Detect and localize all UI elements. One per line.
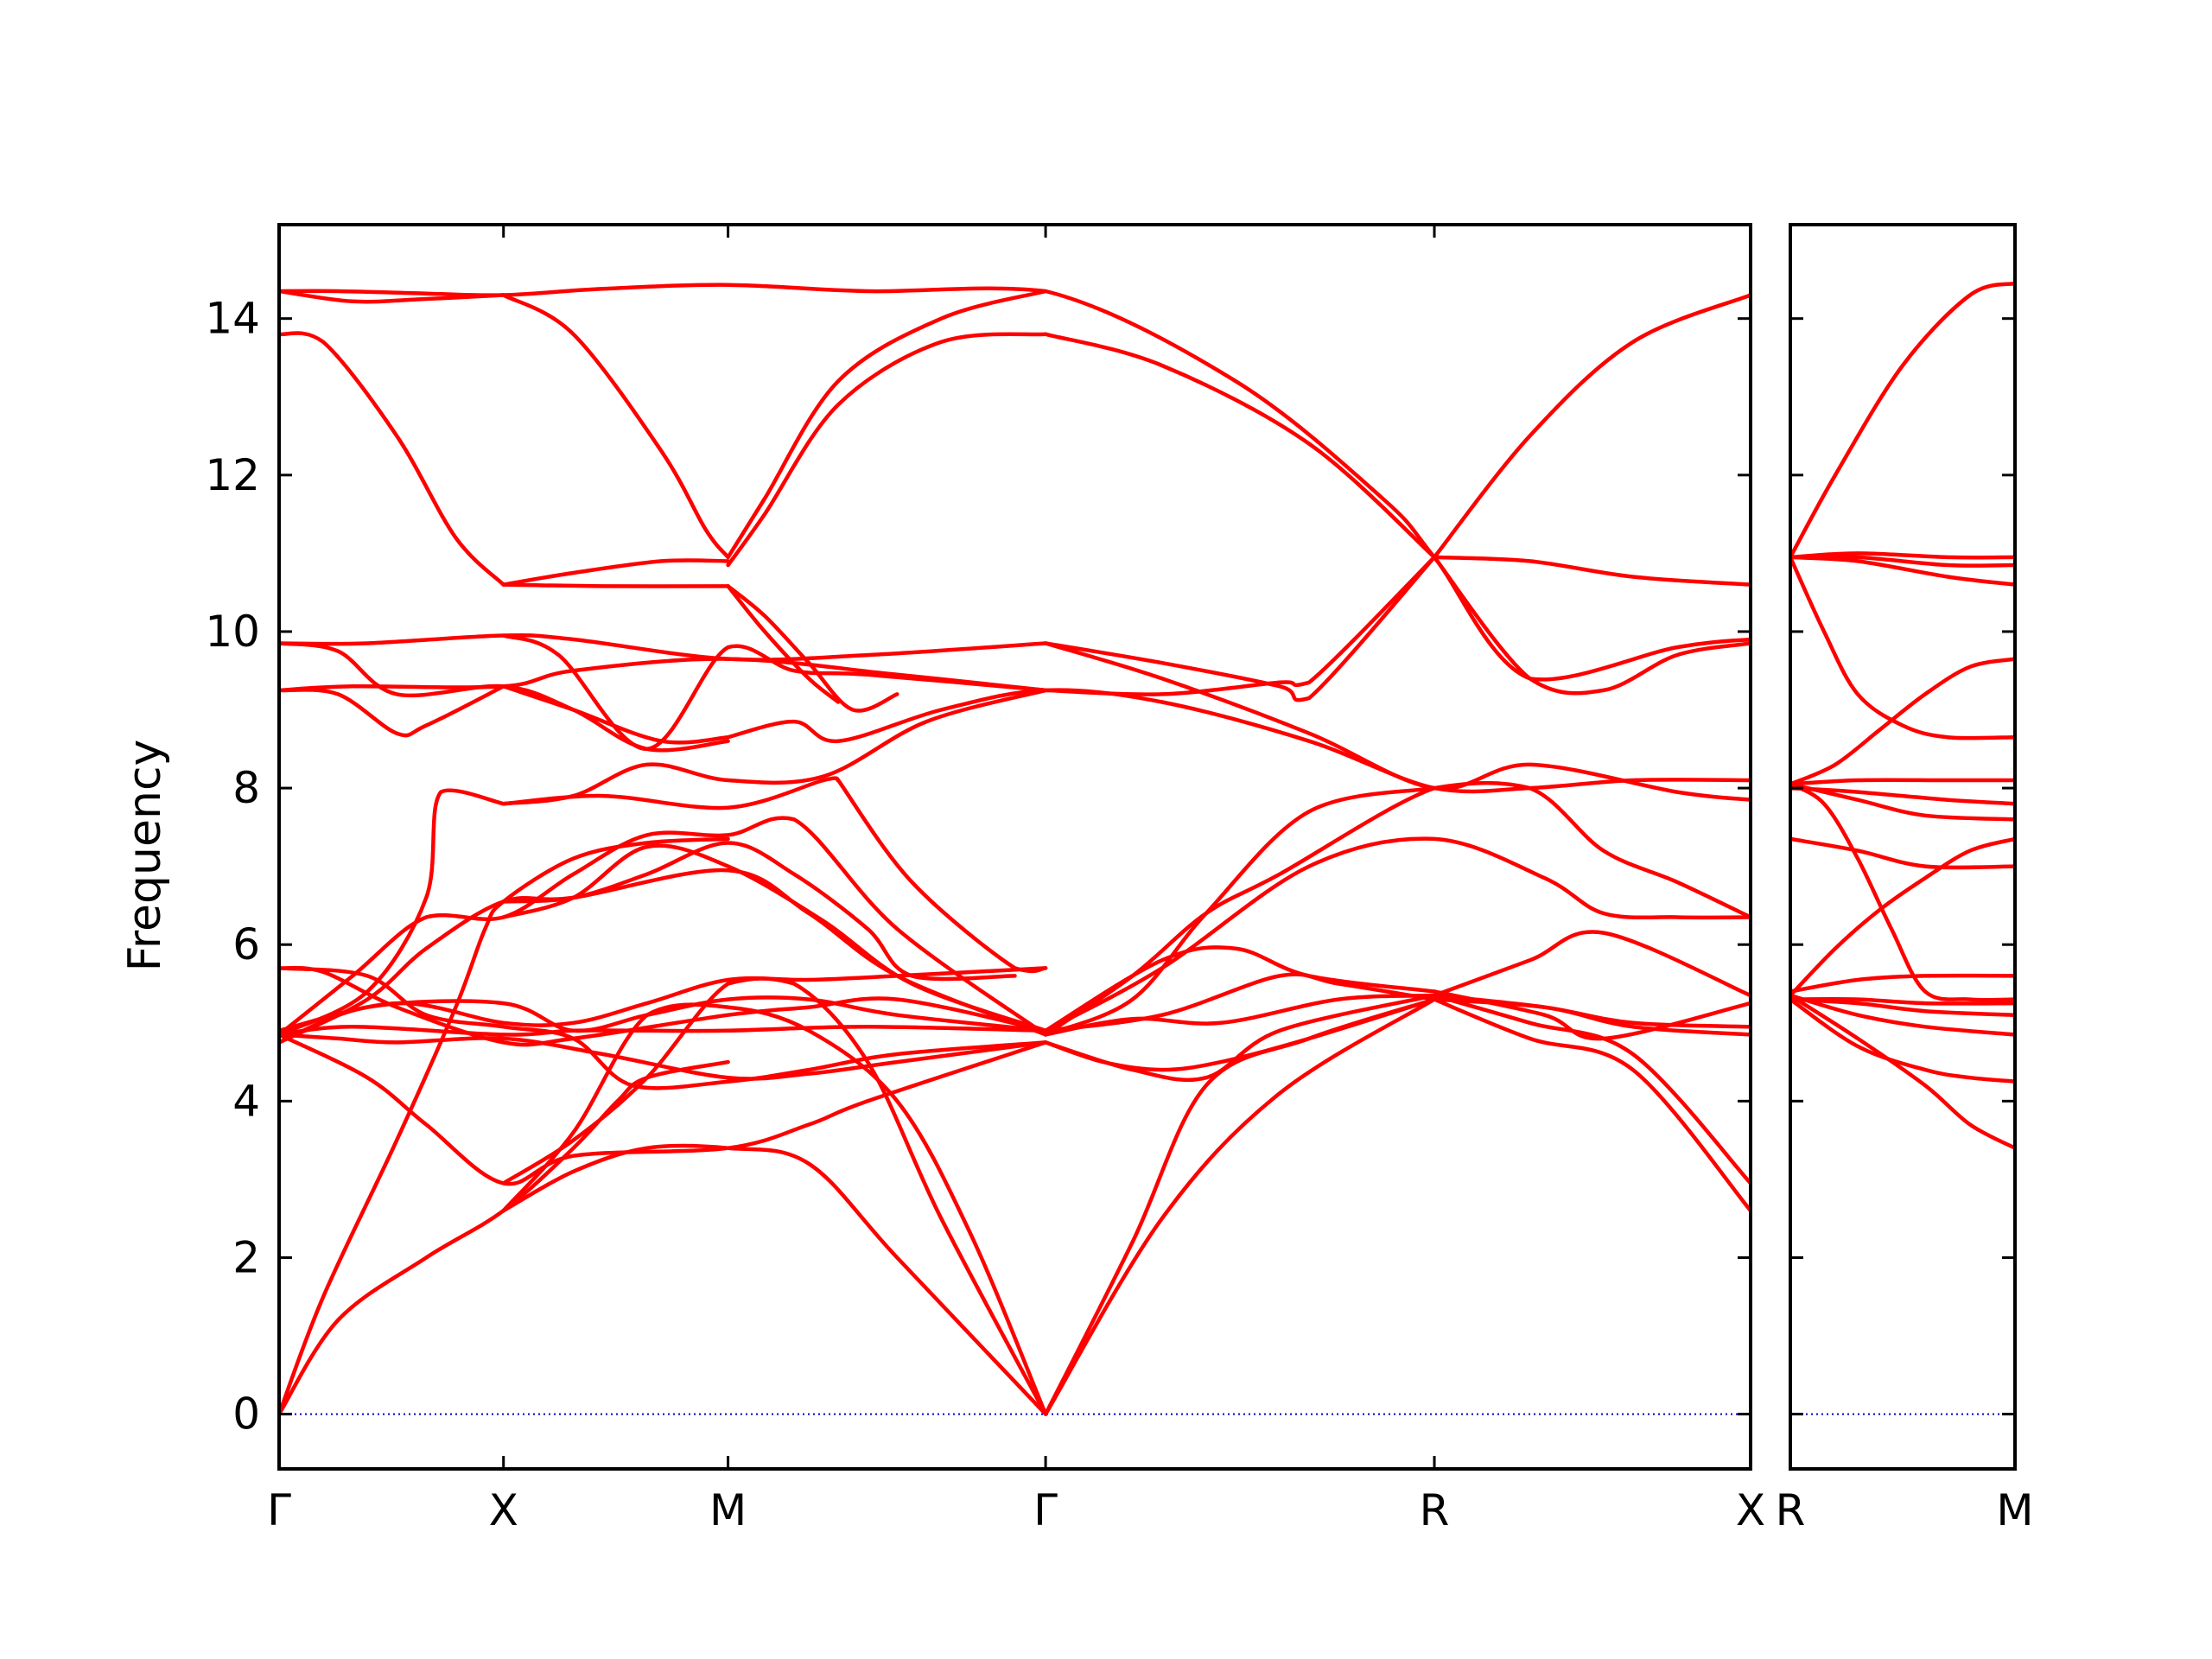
- x-tick-label: R: [1420, 1485, 1450, 1535]
- band-line: [1432, 293, 1751, 560]
- band-line: [501, 293, 730, 560]
- band-line: [1432, 993, 1751, 1185]
- band-line: [1790, 555, 2015, 587]
- band-line: [1043, 945, 1437, 1033]
- band-line: [1043, 997, 1437, 1416]
- band-line: [1043, 972, 1437, 1033]
- x-tick-label: Γ: [1033, 1485, 1058, 1535]
- band-line: [279, 1033, 1048, 1186]
- band-line: [1043, 555, 1437, 702]
- band-line: [1790, 993, 2015, 1150]
- x-tick-label: M: [709, 1485, 747, 1535]
- band-line: [1790, 836, 2015, 998]
- band-line: [501, 684, 730, 745]
- band-line: [1790, 778, 2015, 786]
- band-line: [1790, 782, 2015, 1002]
- plot-frame: [1789, 223, 2017, 1471]
- band-line: [1043, 780, 1751, 1037]
- band-line: [501, 976, 1048, 1416]
- band-line: [501, 843, 1048, 1033]
- y-tick-label: 14: [205, 294, 260, 344]
- band-line: [501, 558, 730, 587]
- y-tick-label: 6: [232, 919, 260, 969]
- x-tick-label: Γ: [267, 1485, 291, 1535]
- band-line: [1432, 997, 1751, 1213]
- band-line: [501, 1002, 1048, 1416]
- band-line: [279, 331, 505, 587]
- band-line: [279, 1033, 1048, 1081]
- band-line: [501, 582, 730, 588]
- band-line: [279, 836, 730, 1416]
- band-line: [279, 788, 505, 1037]
- band-line: [1043, 332, 1437, 560]
- plot-frame: [277, 223, 1752, 1471]
- band-line: [279, 632, 1048, 662]
- band-line: [501, 633, 1048, 752]
- y-tick-label: 4: [232, 1076, 260, 1126]
- band-line: [279, 657, 1048, 693]
- band-line: [279, 1025, 1048, 1037]
- band-line: [1043, 993, 1437, 1083]
- band-line: [726, 584, 841, 704]
- band-line: [1790, 836, 2015, 870]
- panel-1: 0 2 4 6 8 10 12 14 Γ X M Γ R X: [205, 223, 1765, 1535]
- band-lines: [1790, 281, 2015, 1150]
- y-tick-label: 2: [232, 1232, 260, 1282]
- band-line: [1790, 973, 2015, 994]
- band-line: [1432, 555, 1751, 696]
- band-line: [1790, 281, 2015, 560]
- band-line: [1790, 993, 2015, 1037]
- x-tick-label: X: [1736, 1485, 1765, 1535]
- band-line: [1790, 657, 2015, 786]
- band-line: [279, 1059, 730, 1416]
- band-line: [279, 966, 1048, 1090]
- band-line: [1790, 997, 2015, 1084]
- band-line: [1043, 785, 1437, 1037]
- band-line: [726, 688, 1751, 794]
- band-line: [1432, 930, 1751, 998]
- y-tick-label: 8: [232, 763, 260, 813]
- band-line: [1043, 641, 1751, 802]
- band-line: [1043, 997, 1437, 1416]
- x-tick-label: M: [1996, 1485, 2033, 1535]
- band-line: [279, 966, 1048, 1033]
- band-line: [279, 816, 1048, 1037]
- x-tick-label: X: [489, 1485, 518, 1535]
- y-axis-label: Frequency: [119, 740, 171, 972]
- y-tick-label: 10: [205, 607, 260, 657]
- band-line: [501, 776, 841, 810]
- y-tick-label: 12: [205, 450, 260, 500]
- band-line: [279, 965, 1048, 1047]
- band-line: [726, 289, 1048, 560]
- band-line: [501, 688, 1048, 806]
- band-lines: [279, 283, 1751, 1416]
- band-line: [1432, 555, 1751, 587]
- band-line: [279, 684, 505, 738]
- band-line: [501, 1143, 1048, 1416]
- x-tick-label: R: [1776, 1485, 1806, 1535]
- band-line: [726, 332, 1048, 568]
- band-line: [1790, 782, 2015, 822]
- band-line: [1432, 993, 1751, 1029]
- band-line: [1790, 555, 2015, 741]
- band-line: [1043, 836, 1751, 1033]
- band-line: [1790, 997, 2015, 1017]
- band-line: [279, 283, 1751, 682]
- band-line: [836, 778, 1048, 974]
- y-tick-label: 0: [232, 1389, 260, 1440]
